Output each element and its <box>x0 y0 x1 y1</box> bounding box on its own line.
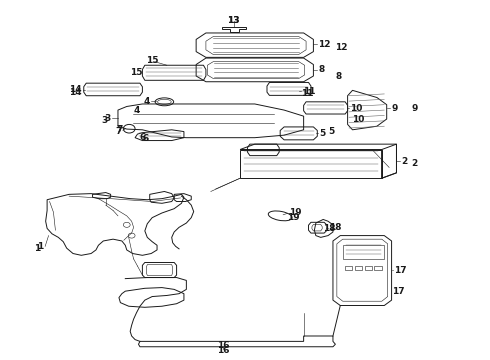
Text: 1: 1 <box>37 242 44 251</box>
Text: 3: 3 <box>101 116 107 125</box>
Text: 10: 10 <box>352 115 365 124</box>
Text: 19: 19 <box>287 213 299 222</box>
Text: 8: 8 <box>318 65 324 74</box>
Text: 18: 18 <box>329 223 342 232</box>
Text: 11: 11 <box>301 89 314 98</box>
Text: 6: 6 <box>140 133 146 142</box>
Text: 16: 16 <box>217 341 229 350</box>
Text: 7: 7 <box>116 127 122 136</box>
Text: 2: 2 <box>411 159 417 168</box>
Text: 15: 15 <box>130 68 143 77</box>
Text: 6: 6 <box>143 134 148 143</box>
Text: 18: 18 <box>323 224 336 233</box>
Text: 8: 8 <box>335 72 342 81</box>
Text: 19: 19 <box>289 208 302 217</box>
Text: 9: 9 <box>392 104 398 113</box>
Text: 17: 17 <box>392 287 404 296</box>
Text: 16: 16 <box>217 346 229 355</box>
Text: 13: 13 <box>226 16 239 25</box>
Text: 1: 1 <box>34 244 41 253</box>
Text: 12: 12 <box>335 43 348 52</box>
Text: 5: 5 <box>319 129 325 138</box>
Text: 14: 14 <box>69 87 81 96</box>
Text: 2: 2 <box>401 157 408 166</box>
Text: 14: 14 <box>69 85 81 94</box>
Text: 9: 9 <box>411 104 417 113</box>
Text: 12: 12 <box>318 40 331 49</box>
Text: 3: 3 <box>104 114 111 123</box>
Text: 13: 13 <box>226 16 239 25</box>
Text: 15: 15 <box>147 56 159 65</box>
Text: 5: 5 <box>328 127 334 136</box>
Text: 4: 4 <box>134 105 140 114</box>
Text: 11: 11 <box>303 86 315 95</box>
Text: 10: 10 <box>350 104 363 113</box>
Text: 17: 17 <box>394 266 407 275</box>
Text: 7: 7 <box>117 125 123 134</box>
Text: 4: 4 <box>144 96 150 105</box>
